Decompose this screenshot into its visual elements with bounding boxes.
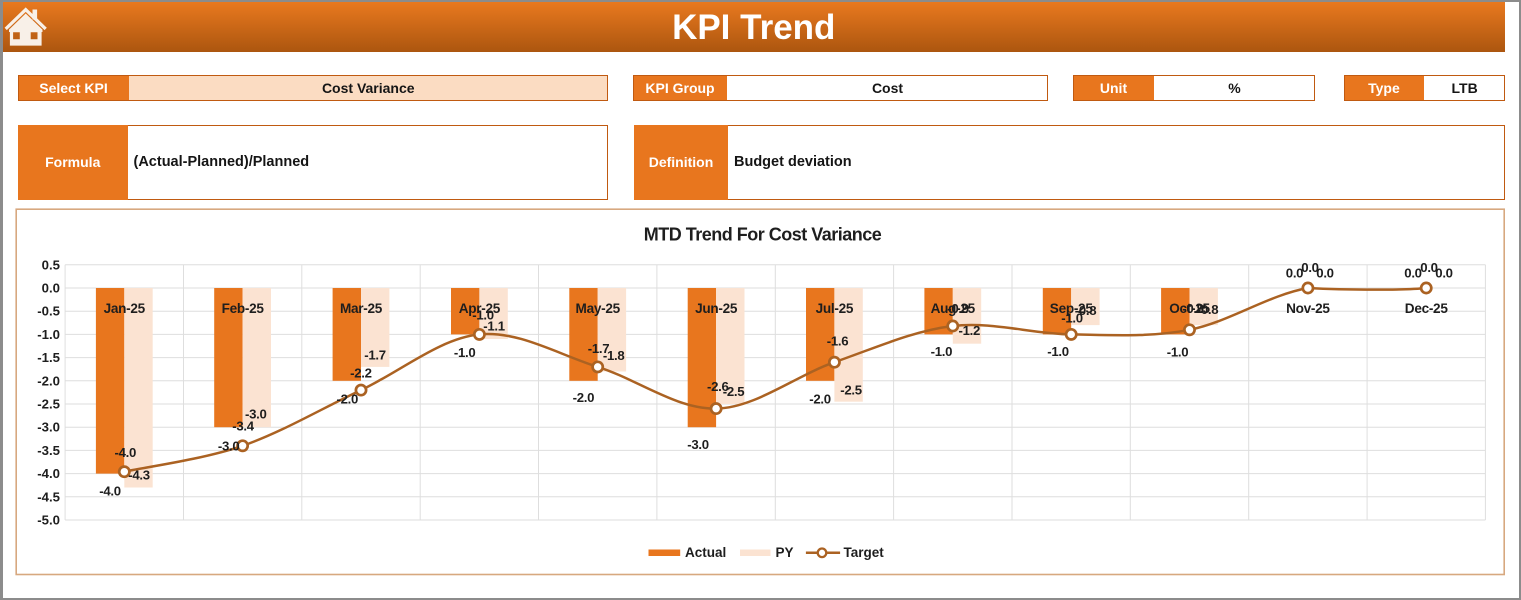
svg-text:-3.4: -3.4 — [232, 419, 254, 434]
svg-text:-4.5: -4.5 — [37, 489, 60, 504]
svg-text:-1.1: -1.1 — [483, 319, 505, 334]
svg-text:Jun-25: Jun-25 — [695, 301, 738, 316]
svg-text:May-25: May-25 — [576, 301, 621, 316]
svg-text:0.0: 0.0 — [1420, 260, 1437, 275]
svg-text:0.0: 0.0 — [1316, 266, 1333, 281]
svg-text:-0.9: -0.9 — [1182, 301, 1204, 316]
svg-text:Dec-25: Dec-25 — [1405, 301, 1449, 316]
svg-text:-3.0: -3.0 — [37, 420, 60, 435]
svg-text:-2.5: -2.5 — [37, 397, 60, 412]
svg-text:-4.0: -4.0 — [37, 466, 60, 481]
svg-text:-1.6: -1.6 — [827, 334, 849, 349]
svg-text:-3.0: -3.0 — [218, 438, 240, 453]
svg-text:0.0: 0.0 — [1286, 266, 1303, 281]
svg-text:-4.0: -4.0 — [115, 445, 137, 460]
svg-text:-2.6: -2.6 — [707, 379, 729, 394]
svg-text:-1.7: -1.7 — [364, 348, 386, 363]
svg-text:-1.0: -1.0 — [1061, 311, 1083, 326]
svg-text:-1.0: -1.0 — [931, 344, 953, 359]
svg-text:-1.0: -1.0 — [454, 345, 476, 360]
svg-text:-2.0: -2.0 — [809, 392, 831, 407]
svg-text:-5.0: -5.0 — [37, 513, 60, 528]
svg-text:-2.0: -2.0 — [337, 392, 359, 407]
svg-text:-1.5: -1.5 — [37, 350, 60, 365]
svg-text:MTD Trend For Cost Variance: MTD Trend For Cost Variance — [644, 225, 882, 245]
svg-text:0.0: 0.0 — [42, 281, 60, 296]
svg-text:-2.0: -2.0 — [573, 390, 595, 405]
svg-text:-1.2: -1.2 — [959, 323, 981, 338]
svg-text:Sep-25: Sep-25 — [1050, 301, 1094, 316]
svg-text:Feb-25: Feb-25 — [222, 301, 265, 316]
svg-text:0.5: 0.5 — [42, 257, 60, 272]
svg-text:-4.3: -4.3 — [128, 468, 150, 483]
svg-text:-1.7: -1.7 — [588, 341, 610, 356]
svg-text:-2.2: -2.2 — [350, 365, 372, 380]
svg-text:-1.8: -1.8 — [603, 348, 625, 363]
svg-text:Apr-25: Apr-25 — [459, 301, 501, 316]
svg-text:-3.5: -3.5 — [37, 443, 60, 458]
svg-text:-1.0: -1.0 — [472, 308, 494, 323]
svg-text:Jan-25: Jan-25 — [104, 301, 146, 316]
svg-text:0.0: 0.0 — [1301, 260, 1318, 275]
svg-text:-0.8: -0.8 — [1075, 303, 1097, 318]
svg-text:-0.8: -0.8 — [1197, 302, 1219, 317]
svg-text:PY: PY — [776, 545, 794, 560]
svg-text:-1.0: -1.0 — [1047, 344, 1069, 359]
svg-text:-3.0: -3.0 — [245, 406, 267, 421]
svg-text:Actual: Actual — [685, 545, 726, 560]
svg-text:-4.0: -4.0 — [99, 484, 121, 499]
svg-text:Mar-25: Mar-25 — [340, 301, 383, 316]
svg-text:Jul-25: Jul-25 — [816, 301, 854, 316]
svg-text:Oct-25: Oct-25 — [1169, 301, 1210, 316]
svg-text:-0.9: -0.9 — [947, 301, 969, 316]
svg-text:0.0: 0.0 — [1435, 266, 1452, 281]
svg-text:0.0: 0.0 — [1404, 266, 1421, 281]
svg-text:-2.5: -2.5 — [840, 383, 862, 398]
svg-text:-2.5: -2.5 — [723, 384, 745, 399]
svg-text:Aug-25: Aug-25 — [931, 301, 976, 316]
svg-text:-1.0: -1.0 — [37, 327, 60, 342]
svg-text:-2.0: -2.0 — [37, 373, 60, 388]
svg-text:-1.0: -1.0 — [1167, 345, 1189, 360]
svg-text:Nov-25: Nov-25 — [1286, 301, 1330, 316]
svg-text:-3.0: -3.0 — [687, 437, 709, 452]
svg-text:-0.5: -0.5 — [37, 304, 60, 319]
svg-text:Target: Target — [844, 545, 885, 560]
